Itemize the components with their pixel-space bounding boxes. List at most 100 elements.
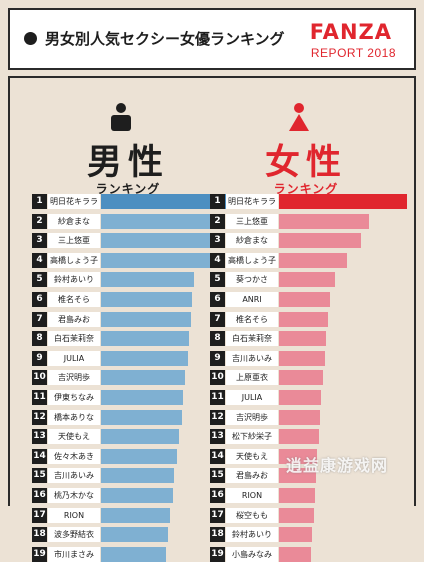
- female-rank-number: 7: [210, 311, 225, 327]
- female-rank-row: 4 高橋しょう子: [206, 252, 416, 268]
- female-actress-name: 上原亜衣: [226, 370, 278, 386]
- title-group: 男女別人気セクシー女優ランキング: [24, 28, 285, 49]
- male-rank-number: 11: [32, 390, 47, 405]
- male-rank-number: 4: [32, 252, 47, 268]
- female-rank-number: 17: [210, 507, 225, 523]
- male-rank-row: 13 天使もえ: [28, 429, 238, 445]
- female-rank-number: 10: [210, 370, 225, 386]
- female-actress-name: 天使もえ: [226, 448, 278, 464]
- female-rank-number: 11: [210, 390, 225, 405]
- female-rank-number: 5: [210, 272, 225, 288]
- ranking-panel: 男性 ランキング 1 明日花キララ 2 紗倉まな 3 三上悠亜 4 高橋しょう子 5 鈴村あいり 6…: [8, 76, 416, 562]
- male-bar: [101, 213, 223, 229]
- female-bar: [279, 448, 317, 464]
- male-rank-number: 5: [32, 272, 47, 288]
- male-rank-row: 3 三上悠亜: [28, 233, 238, 249]
- male-rank-row: 2 紗倉まな: [28, 213, 238, 229]
- male-rank-row: 5 鈴村あいり: [28, 272, 238, 288]
- male-actress-name: 明日花キララ: [48, 194, 100, 209]
- male-ranking-chart: 男性 ランキング 1 明日花キララ 2 紗倉まな 3 三上悠亜 4 高橋しょう子 5 鈴村あいり 6…: [28, 78, 229, 562]
- female-actress-name: 葵つかさ: [226, 272, 278, 288]
- male-bar: [101, 252, 216, 268]
- male-actress-name: 佐々木あき: [48, 448, 100, 464]
- female-rank-number: 1: [210, 194, 225, 209]
- female-actress-name: 白石茉莉奈: [226, 331, 278, 347]
- male-rank-row: 15 吉川あいみ: [28, 468, 238, 484]
- male-bar: [101, 233, 219, 249]
- female-rank-number: 14: [210, 448, 225, 464]
- female-actress-name: 紗倉まな: [226, 233, 278, 249]
- female-bar: [279, 194, 407, 209]
- female-rank-row: 3 紗倉まな: [206, 233, 416, 249]
- male-rank-number: 1: [32, 194, 47, 209]
- male-bar: [101, 311, 191, 327]
- male-rank-row: 4 高橋しょう子: [28, 252, 238, 268]
- male-rank-number: 12: [32, 409, 47, 425]
- male-rank-number: 6: [32, 292, 47, 307]
- male-bar: [101, 272, 194, 288]
- female-rank-number: 13: [210, 429, 225, 445]
- male-actress-name: 白石茉莉奈: [48, 331, 100, 347]
- male-bar: [101, 448, 177, 464]
- male-actress-name: 三上悠亜: [48, 233, 100, 249]
- female-rank-row: 10 上原亜衣: [206, 370, 416, 386]
- male-bar: [101, 390, 183, 405]
- male-actress-name: JULIA: [48, 350, 100, 366]
- female-rank-row: 18 鈴村あいり: [206, 527, 416, 543]
- female-bar: [279, 429, 319, 445]
- male-rank-number: 16: [32, 488, 47, 503]
- male-actress-name: 君島みお: [48, 311, 100, 327]
- female-actress-name: 小島みなみ: [226, 546, 278, 562]
- female-bar: [279, 272, 335, 288]
- female-bar: [279, 233, 361, 249]
- female-actress-name: 椎名そら: [226, 311, 278, 327]
- female-chart-subtitle: ランキング: [273, 182, 339, 196]
- female-rank-number: 16: [210, 488, 225, 503]
- female-rank-number: 19: [210, 546, 225, 562]
- female-bar: [279, 527, 312, 543]
- male-actress-name: 波多野結衣: [48, 527, 100, 543]
- male-chart-title: 男性: [86, 143, 169, 183]
- male-rank-row: 10 吉沢明歩: [28, 370, 238, 386]
- male-rank-row: 9 JULIA: [28, 350, 238, 366]
- female-chart-title: 女性: [264, 143, 347, 183]
- female-bar: [279, 507, 314, 523]
- male-rank-number: 17: [32, 507, 47, 523]
- female-bar: [279, 213, 369, 229]
- female-rank-row: 13 松下紗栄子: [206, 429, 416, 445]
- female-actress-name: 三上悠亜: [226, 213, 278, 229]
- female-rank-number: 12: [210, 409, 225, 425]
- page-title: 男女別人気セクシー女優ランキング: [45, 30, 285, 48]
- male-rank-number: 13: [32, 429, 47, 445]
- female-rank-row: 14 天使もえ: [206, 448, 416, 464]
- male-bar: [101, 527, 168, 543]
- male-person-icon: [111, 103, 131, 131]
- female-bar: [279, 350, 325, 366]
- male-actress-name: 鈴村あいり: [48, 272, 100, 288]
- male-rank-row: 1 明日花キララ: [28, 194, 238, 209]
- female-rank-row: 15 君島みお: [206, 468, 416, 484]
- male-bar: [101, 546, 166, 562]
- male-rank-number: 14: [32, 448, 47, 464]
- female-rank-row: 17 桜空もも: [206, 507, 416, 523]
- female-actress-name: 吉川あいみ: [226, 350, 278, 366]
- female-rank-number: 18: [210, 527, 225, 543]
- male-rank-number: 8: [32, 331, 47, 347]
- male-rank-row: 8 白石茉莉奈: [28, 331, 238, 347]
- female-actress-name: 君島みお: [226, 468, 278, 484]
- male-chart-subtitle: ランキング: [95, 182, 161, 196]
- male-bar: [101, 409, 182, 425]
- female-bar: [279, 409, 320, 425]
- female-actress-name: 高橋しょう子: [226, 252, 278, 268]
- watermark-text: 逍益康游戏网: [286, 456, 389, 475]
- female-rank-row: 5 葵つかさ: [206, 272, 416, 288]
- male-actress-name: 伊東ちなみ: [48, 390, 100, 405]
- female-ranking-chart: 女性 ランキング 1 明日花キララ 2 三上悠亜 3 紗倉まな 4 高橋しょう子 5 葵つかさ 6 A…: [206, 78, 407, 562]
- report-header: 男女別人気セクシー女優ランキング FANZA REPORT 2018: [8, 8, 416, 70]
- male-actress-name: 高橋しょう子: [48, 252, 100, 268]
- female-actress-name: 吉沢明歩: [226, 409, 278, 425]
- male-rank-row: 6 椎名そら: [28, 292, 238, 307]
- female-rank-row: 19 小島みなみ: [206, 546, 416, 562]
- male-rank-number: 19: [32, 546, 47, 562]
- male-rank-number: 15: [32, 468, 47, 484]
